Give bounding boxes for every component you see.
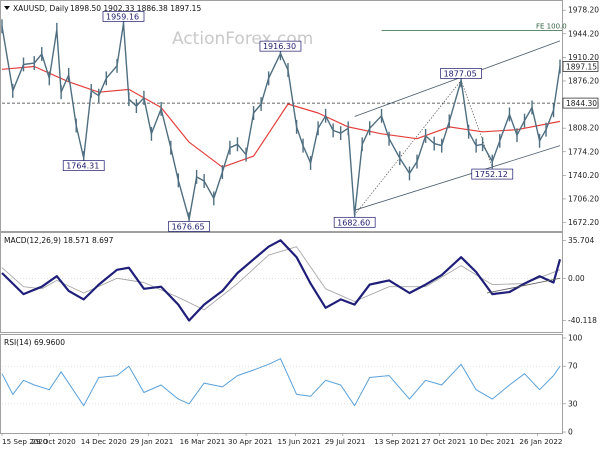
rsi-y-tick-label: 30 [568,399,578,408]
price-title: XAUUSD, Daily [13,4,69,13]
price-y-tick-label: 1740.20 [568,171,599,180]
price-header: XAUUSD, Daily 1898.50 1902.33 1886.38 18… [4,4,201,13]
x-tick-label: 27 Oct 2021 [422,437,466,446]
annotation-label: 1682.60 [337,218,370,227]
x-tick-label: 10 Dec 2021 [469,437,515,446]
macd-title: MACD(12,26,9) 18.571 8.697 [4,236,114,245]
rsi-y-tick-label: 70 [568,362,578,371]
annotation-label: 1676.65 [172,222,205,231]
x-tick-label: 14 Dec 2020 [81,437,127,446]
annotation-box [102,11,145,22]
last-price-label: 1897.15 [566,62,597,71]
price-layer: 1672.201706.201740.201774.201808.201842.… [1,6,599,232]
annotation-label: 1752.12 [475,170,508,179]
rsi-title: RSI(14) 69.9600 [4,338,65,347]
ohlc-values: 1898.50 1902.33 1886.38 1897.15 [70,4,201,13]
price-y-tick-label: 1706.20 [568,194,599,203]
annotation-box [62,160,105,171]
channel-line [354,145,561,211]
level-price-box [562,97,599,109]
ma-line [1,65,561,168]
annotation-label: 1877.05 [444,69,477,78]
x-tick-label: 26 Jan 2022 [519,437,562,446]
level-price-label: 1844.30 [566,99,597,108]
price-line [1,22,561,220]
x-tick-label: 30 Apr 2021 [228,437,272,446]
last-price-box [562,61,599,72]
annotation-box [440,68,482,79]
macd-pane [0,232,563,333]
price-y-tick-label: 1944.20 [568,29,599,38]
x-tick-label: 29 Jan 2021 [130,437,173,446]
price-y-tick-label: 1808.20 [568,124,599,133]
macd-trend-line [486,277,561,294]
price-y-tick-label: 1910.20 [568,53,599,62]
macd-layer: 35.704 0.00 -40.118 [1,236,597,325]
rsi-line [1,358,561,407]
macd-y-tick-label: 0.00 [568,274,585,283]
annotation-box [168,221,210,232]
x-tick-label: 29 Jul 2021 [325,437,366,446]
x-tick-label: 15 Sep 2020 [2,437,48,446]
annotation-box [333,216,376,228]
macd-y-tick-label: 35.704 [568,236,594,245]
annotation-label: 1916.30 [263,42,296,51]
annotation-box [471,168,514,180]
x-tick-label: 13 Sep 2021 [374,437,420,446]
rsi-pane [0,334,563,434]
price-y-tick-label: 1774.20 [568,147,599,156]
annotation-label: 1959.16 [106,12,139,21]
rsi-layer: 100 70 30 0 [1,334,583,437]
price-y-tick-label: 1876.20 [568,76,599,85]
x-tick-label: 29 Oct 2020 [31,437,76,446]
rsi-y-tick-label: 100 [568,334,583,343]
macd-y-tick-label: -40.118 [568,316,597,325]
price-y-tick-label: 1672.20 [568,218,599,227]
annotation-label: 1764.31 [66,162,99,171]
annotation-box [259,40,302,52]
x-tick-label: 15 Jun 2021 [278,437,321,446]
fe-label: FE 100.0 [536,22,567,30]
x-tick-label: 16 Mar 2021 [180,437,226,446]
price-pane [0,0,563,232]
rsi-y-tick-label: 0 [568,428,573,437]
dropdown-icon[interactable] [4,6,10,10]
price-y-tick-label: 1978.20 [568,6,599,15]
macd-line [1,239,562,322]
